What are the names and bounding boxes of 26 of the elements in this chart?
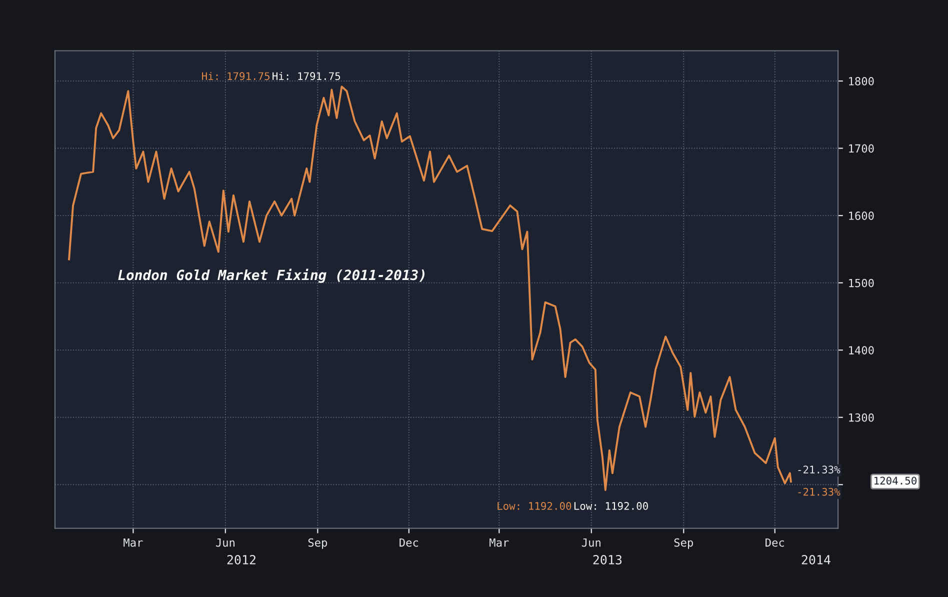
- x2-tick-label: 2012: [227, 554, 256, 564]
- y-tick-label: 1500: [849, 278, 874, 288]
- x-tick-label: Mar: [124, 538, 143, 547]
- x-tick-label: Mar: [490, 538, 509, 547]
- annotation: Hi: 1791.75: [202, 72, 270, 80]
- annotation: Low: 1192.00: [574, 502, 648, 510]
- annotation: Hi: 1791.75: [272, 72, 340, 80]
- text: 1204.50: [874, 476, 916, 485]
- x-tick-label: Dec: [766, 538, 784, 547]
- y-tick-label: 1600: [849, 212, 874, 220]
- x2-tick-label: 2014: [802, 554, 830, 564]
- annotation: -21.33%: [798, 466, 840, 474]
- x-tick-label: Jun: [216, 538, 234, 547]
- x-tick-label: Jun: [582, 538, 600, 547]
- y-tick-label: 1400: [849, 346, 874, 354]
- x2-tick-label: 2013: [593, 554, 622, 564]
- x-tick-label: Sep: [308, 538, 328, 549]
- y-tick-label: 1800: [849, 77, 874, 86]
- y-tick-label: 1700: [849, 144, 874, 153]
- y-tick-label: 1300: [849, 413, 874, 422]
- x-tick-label: Sep: [674, 538, 693, 549]
- annotation: -21.33%: [798, 488, 840, 496]
- text: London Gold Market Fixing (2011-2013): [118, 268, 424, 283]
- x-tick-label: Dec: [400, 538, 418, 547]
- line-series: [68, 86, 792, 491]
- annotation: Low: 1192.00: [498, 502, 572, 510]
